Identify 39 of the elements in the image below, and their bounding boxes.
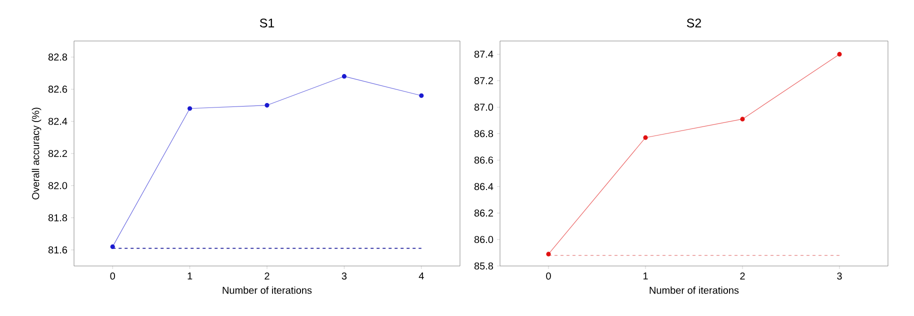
point [264, 102, 270, 108]
y-tick-label: 86.8 [474, 130, 494, 138]
y-tick-label: 82.2 [48, 150, 67, 158]
y-tick-label: 82.0 [48, 182, 68, 190]
chart-title: S2 [686, 18, 702, 28]
y-tick-label: 86.2 [474, 210, 493, 217]
y-tick-label: 87.0 [474, 104, 494, 111]
point [419, 93, 424, 98]
y-tick-label: 82.4 [48, 118, 68, 125]
y-axis-title: Overall accuracy (%) [32, 108, 42, 200]
x-tick-label: 1 [188, 272, 192, 280]
point [110, 244, 115, 249]
y-tick-label: 87.2 [474, 77, 493, 84]
y-tick-label: 87.4 [474, 50, 494, 58]
y-tick-label: 82.6 [48, 86, 68, 93]
x-tick-label: 2 [740, 272, 745, 280]
point [643, 135, 648, 140]
x-tick-label: 0 [546, 272, 551, 280]
x-tick-label: 2 [264, 272, 270, 280]
y-tick-label: 82.8 [48, 54, 68, 61]
x-axis-title: Number of iterations [650, 286, 739, 294]
y-tick-label: 81.6 [48, 246, 68, 254]
x-tick-label: 1 [643, 272, 648, 280]
x-tick-label: 3 [342, 272, 347, 280]
point [837, 52, 842, 57]
x-tick-label: 0 [110, 272, 116, 280]
y-tick-label: 86.6 [474, 156, 494, 164]
y-tick-label: 81.8 [48, 214, 68, 222]
x-tick-label: 4 [418, 272, 424, 280]
point [546, 252, 551, 256]
y-tick-label: 86.4 [474, 183, 494, 190]
y-tick-label: 85.8 [474, 262, 494, 270]
point [342, 74, 347, 79]
chart-title: S1 [260, 18, 274, 28]
point [188, 106, 192, 111]
y-tick-label: 86.0 [474, 236, 494, 244]
x-tick-label: 3 [837, 272, 842, 280]
x-axis-title: Number of iterations [222, 286, 312, 294]
point [740, 116, 745, 122]
